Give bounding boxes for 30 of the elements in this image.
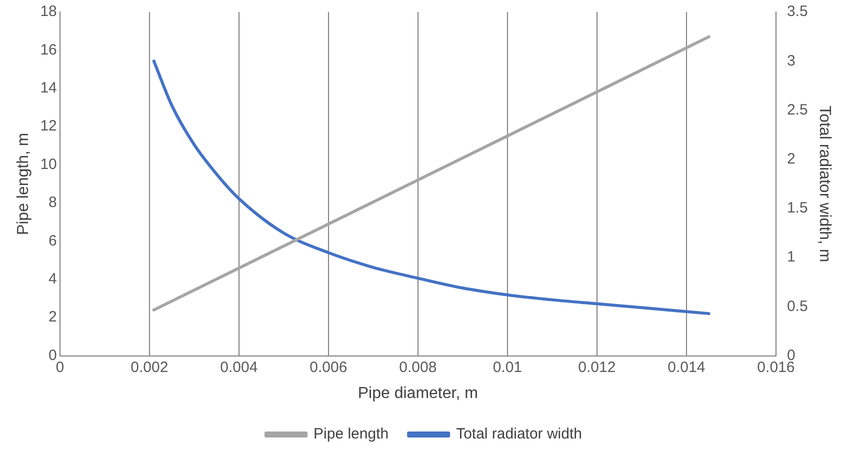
legend-label: Total radiator width (456, 426, 582, 443)
y-tick-label: 6 (48, 232, 57, 250)
x-tick-label: 0.016 (757, 358, 795, 376)
y-tick-label: 18 (40, 3, 57, 20)
y2-axis-title: Total radiator width, m (816, 106, 833, 262)
y2-tick-label: 0.5 (786, 298, 808, 315)
y-tick-label: 16 (40, 41, 57, 58)
y-tick-label: 4 (48, 270, 57, 288)
y-tick-label: 10 (40, 156, 57, 173)
y-axis-title: Pipe length, m (15, 132, 32, 236)
y2-tick-label: 3.5 (786, 3, 808, 20)
y2-tick-label: 2.5 (786, 101, 808, 118)
y-tick-label: 0 (48, 346, 57, 364)
x-tick-label: 0.008 (399, 358, 437, 376)
y2-tick-label: 1.5 (786, 200, 808, 217)
x-tick-label: 0.002 (130, 358, 168, 376)
y-tick-label: 12 (40, 118, 57, 135)
legend-label: Pipe length (314, 426, 389, 443)
y2-tick-label: 3 (786, 52, 796, 70)
x-axis-title: Pipe diameter, m (358, 384, 478, 402)
y2-tick-label: 2 (786, 150, 796, 168)
x-tick-label: 0.012 (578, 358, 616, 376)
y-tick-label: 8 (48, 194, 57, 212)
x-tick-label: 0.006 (310, 358, 348, 376)
x-tick-label: 0.004 (220, 358, 258, 376)
x-tick-label: 0.01 (492, 358, 522, 376)
x-tick-label: 0.014 (668, 358, 706, 376)
y-tick-label: 2 (48, 308, 57, 326)
y-tick-label: 14 (40, 80, 57, 97)
y2-tick-label: 1 (786, 248, 796, 266)
